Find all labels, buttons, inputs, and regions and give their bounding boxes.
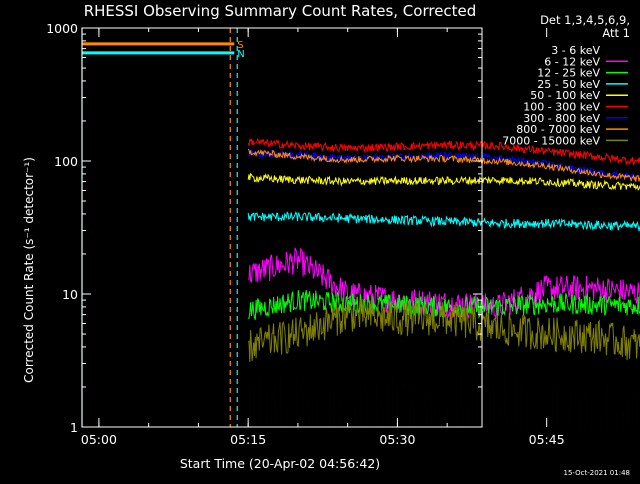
x-tick-label: 05:15 xyxy=(230,432,266,447)
series-line-100-300-kev xyxy=(247,137,640,167)
y-tick-label: 1000 xyxy=(46,21,78,36)
series-line-6-12-kev xyxy=(248,247,640,320)
legend-label: 300 - 800 keV xyxy=(523,112,600,125)
series-line-50-100-kev xyxy=(247,172,640,191)
legend-label: 7000 - 15000 keV xyxy=(502,134,600,147)
y-tick-label: 10 xyxy=(62,287,78,302)
x-axis-label: Start Time (20-Apr-02 04:56:42) xyxy=(180,456,380,471)
legend-header: Det 1,3,4,5,6,9, xyxy=(540,13,630,27)
legend-label: 6 - 12 keV xyxy=(544,55,600,68)
plot-frame xyxy=(81,27,483,428)
legend-label: 12 - 25 keV xyxy=(537,67,600,80)
legend-label: 50 - 100 keV xyxy=(530,89,600,102)
flag-label-S: S xyxy=(237,40,243,51)
x-tick-label: 05:45 xyxy=(529,432,565,447)
chart-title: RHESSI Observing Summary Count Rates, Co… xyxy=(84,2,477,20)
x-tick-label: 05:00 xyxy=(81,432,117,447)
y-tick-label: 1 xyxy=(70,420,78,435)
timestamp: 15-Oct-2021 01:48 xyxy=(564,469,630,477)
series-line-3-6-kev-visible xyxy=(247,367,640,427)
legend-label: 25 - 50 keV xyxy=(537,78,600,91)
series-line-7000-15000-kev xyxy=(247,299,640,363)
legend-subheader: Att 1 xyxy=(602,26,630,40)
series-line-25-50-kev xyxy=(247,211,640,232)
series-line-12-25-kev xyxy=(247,290,640,320)
series-line-800-7000-kev xyxy=(247,148,640,182)
y-axis-label: Corrected Count Rate (s⁻¹ detector⁻¹) xyxy=(22,157,36,383)
data-layer: SN xyxy=(81,28,640,427)
legend-label: 100 - 300 keV xyxy=(523,101,600,114)
y-tick-label: 100 xyxy=(54,154,78,169)
legend-label: 800 - 7000 keV xyxy=(516,123,600,136)
x-tick-label: 05:30 xyxy=(379,432,415,447)
flag-label-N: N xyxy=(237,49,244,60)
legend-label: 3 - 6 keV xyxy=(551,44,600,57)
